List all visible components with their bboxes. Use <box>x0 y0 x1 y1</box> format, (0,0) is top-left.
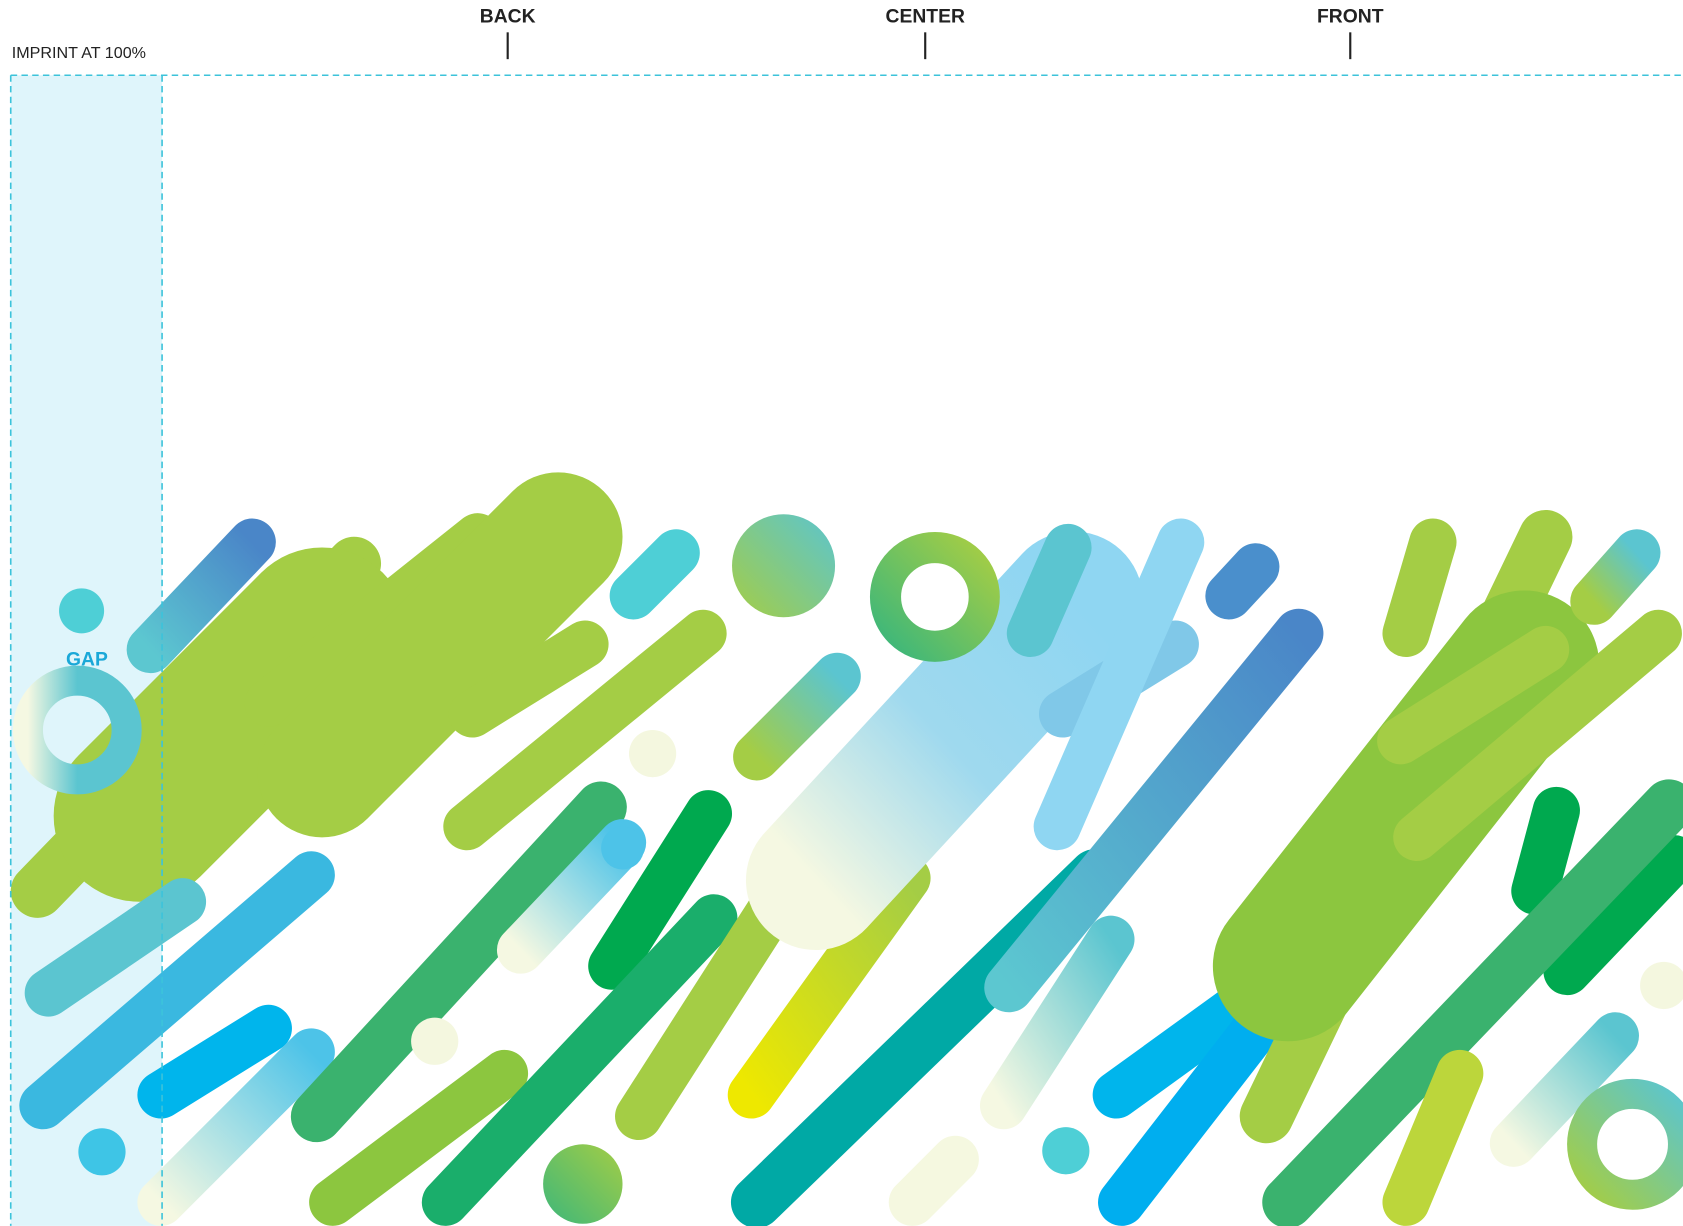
dot <box>543 1144 623 1224</box>
capsule <box>984 608 1324 1013</box>
capsule <box>309 1049 529 1226</box>
position-label: FRONT <box>1317 6 1384 27</box>
capsule <box>1033 518 1205 851</box>
capsule <box>421 894 738 1226</box>
dot <box>78 1128 126 1176</box>
dot <box>601 826 645 870</box>
dot <box>628 729 677 778</box>
capsule <box>1382 1049 1484 1226</box>
position-label: BACK <box>480 6 536 27</box>
artwork <box>10 472 1683 1226</box>
capsule <box>137 1028 335 1226</box>
capsule <box>19 851 335 1130</box>
dot <box>411 1017 459 1065</box>
capsule <box>24 878 207 1017</box>
capsule <box>448 620 609 738</box>
capsule <box>1570 529 1661 625</box>
imprint-label: IMPRINT AT 100% <box>12 44 146 62</box>
capsule <box>615 883 797 1141</box>
ring <box>869 531 1000 662</box>
capsule <box>1489 1012 1639 1167</box>
gap-label: GAP <box>66 649 108 670</box>
capsule <box>137 1004 292 1119</box>
capsule <box>1377 625 1570 765</box>
capsule <box>1393 609 1682 861</box>
capsule <box>126 518 276 674</box>
capsule <box>888 1135 979 1226</box>
capsule <box>588 790 733 990</box>
capsule <box>609 529 700 620</box>
capsule <box>1262 779 1683 1226</box>
capsule <box>727 854 931 1119</box>
capsule <box>443 609 727 851</box>
capsule <box>1543 835 1683 996</box>
dot <box>732 514 836 618</box>
capsule <box>290 781 627 1143</box>
capsule <box>257 472 623 838</box>
ring <box>12 665 142 795</box>
capsule <box>979 915 1135 1130</box>
dot <box>1042 1127 1090 1175</box>
capsule <box>1205 543 1280 620</box>
capsule <box>1511 786 1580 915</box>
ring <box>1567 1078 1683 1210</box>
capsule <box>733 652 861 781</box>
position-label: CENTER <box>886 6 965 27</box>
capsule <box>1006 523 1092 658</box>
capsule <box>1382 518 1457 658</box>
dot <box>59 588 105 634</box>
dot <box>1640 961 1683 1010</box>
